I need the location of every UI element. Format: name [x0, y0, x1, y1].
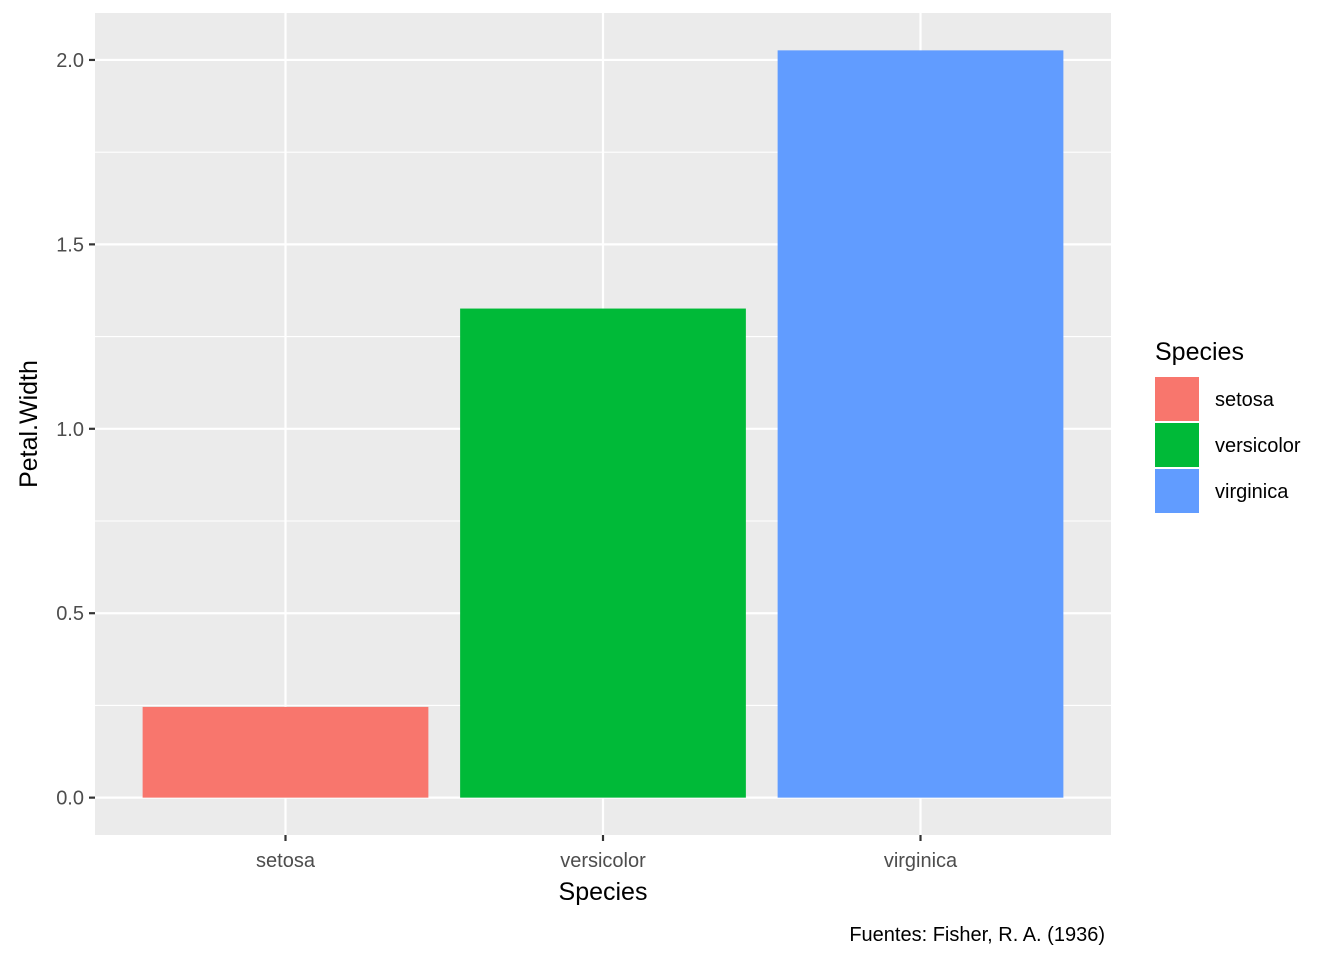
x-tick-label: versicolor [560, 850, 646, 872]
bar-versicolor [460, 308, 746, 798]
legend-key-versicolor [1155, 423, 1199, 467]
y-tick-label: 0.0 [56, 788, 84, 810]
bars [142, 50, 1064, 798]
legend-title: Species [1155, 338, 1244, 366]
legend-items: setosa versicolor virginica [1155, 377, 1301, 513]
bar-virginica [777, 50, 1064, 798]
x-axis: setosa versicolor virginica [256, 835, 958, 872]
x-tick-label: setosa [256, 850, 316, 872]
y-tick-label: 1.0 [56, 419, 84, 441]
y-tick-label: 0.5 [56, 603, 84, 625]
y-tick-label: 2.0 [56, 50, 84, 72]
legend-label-versicolor: versicolor [1215, 435, 1301, 457]
y-tick-label: 1.5 [56, 234, 84, 256]
legend-key-virginica [1155, 469, 1199, 513]
caption: Fuentes: Fisher, R. A. (1936) [849, 924, 1105, 946]
legend-label-setosa: setosa [1215, 389, 1275, 411]
legend-label-virginica: virginica [1215, 481, 1289, 503]
bar-setosa [142, 706, 429, 798]
legend: Species setosa versicolor virginica [1155, 338, 1301, 513]
y-axis: 0.0 0.5 1.0 1.5 2.0 [56, 50, 95, 810]
x-tick-label: virginica [884, 850, 958, 872]
legend-key-setosa [1155, 377, 1199, 421]
x-axis-title: Species [559, 878, 648, 906]
y-axis-title: Petal.Width [15, 360, 43, 488]
